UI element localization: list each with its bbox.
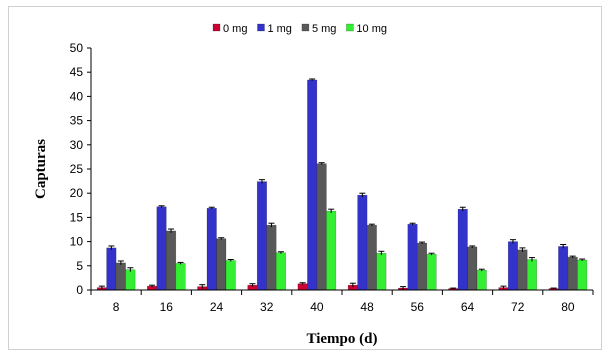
x-tick-label: 56 — [411, 300, 425, 314]
bars — [96, 78, 588, 291]
bar-10mg-48 — [376, 252, 387, 291]
bar-5mg-72 — [517, 249, 528, 291]
x-tick-label: 80 — [561, 300, 575, 314]
y-tick-label: 20 — [70, 186, 84, 200]
bar-10mg-8 — [125, 269, 136, 291]
chart-frame: 0 mg 1 mg 5 mg 10 mg 0 5 10 15 20 25 30 35 40 45 50 8… — [8, 6, 602, 350]
bar-10mg-40 — [326, 210, 337, 291]
y-axis-title: Capturas — [33, 139, 49, 199]
bar-1mg-72 — [507, 241, 518, 291]
legend-label: 0 mg — [223, 23, 247, 35]
x-tick-label: 24 — [210, 300, 224, 314]
bar-5mg-8 — [115, 262, 126, 291]
bar-10mg-72 — [526, 259, 537, 291]
bar-1mg-56 — [407, 223, 418, 291]
bar-5mg-56 — [417, 242, 428, 291]
x-tick-label: 8 — [113, 300, 120, 314]
y-tick-label: 25 — [70, 162, 84, 176]
x-tick-label: 72 — [511, 300, 525, 314]
y-axis-ticks: 0 5 10 15 20 25 30 35 40 45 50 — [70, 41, 91, 297]
bar-chart: 0 mg 1 mg 5 mg 10 mg 0 5 10 15 20 25 30 35 40 45 50 8… — [33, 23, 594, 347]
legend-label: 5 mg — [312, 23, 336, 35]
bar-10mg-64 — [476, 269, 487, 291]
bar-5mg-48 — [366, 224, 377, 291]
y-tick-label: 0 — [76, 283, 83, 297]
x-axis-title: Tiempo (d) — [307, 331, 378, 347]
bar-10mg-24 — [225, 260, 236, 291]
legend-label: 1 mg — [267, 23, 291, 35]
bar-10mg-80 — [577, 259, 588, 291]
bar-5mg-80 — [567, 256, 578, 291]
y-tick-label: 45 — [70, 65, 84, 79]
x-tick-label: 48 — [360, 300, 374, 314]
bar-1mg-64 — [457, 208, 468, 291]
y-tick-label: 40 — [70, 89, 84, 103]
bar-10mg-56 — [426, 253, 437, 291]
bar-10mg-16 — [175, 263, 186, 291]
bar-1mg-16 — [156, 206, 167, 291]
bar-1mg-80 — [558, 246, 569, 291]
legend-label: 10 mg — [356, 23, 387, 35]
bar-5mg-64 — [467, 246, 478, 291]
y-tick-label: 15 — [70, 210, 84, 224]
x-tick-label: 40 — [310, 300, 324, 314]
y-tick-label: 50 — [70, 41, 84, 55]
y-tick-label: 10 — [70, 235, 84, 249]
bar-1mg-40 — [307, 79, 318, 291]
x-tick-label: 16 — [160, 300, 174, 314]
legend-swatch — [212, 23, 221, 32]
y-tick-label: 30 — [70, 138, 84, 152]
x-axis-ticks: 8 16 24 32 40 48 56 64 72 80 — [90, 290, 594, 314]
legend-swatch — [346, 23, 354, 32]
bar-5mg-40 — [316, 163, 327, 291]
y-tick-label: 5 — [76, 259, 83, 273]
bar-5mg-24 — [216, 238, 227, 291]
bar-5mg-32 — [266, 224, 277, 291]
x-tick-label: 64 — [461, 300, 475, 314]
bar-10mg-32 — [275, 252, 286, 291]
bar-1mg-24 — [206, 207, 217, 291]
legend-swatch — [257, 23, 265, 32]
y-tick-label: 35 — [70, 114, 84, 128]
bar-1mg-48 — [357, 194, 368, 291]
bar-5mg-16 — [166, 230, 177, 291]
bar-1mg-32 — [256, 181, 267, 291]
legend-swatch — [301, 23, 310, 32]
x-tick-label: 32 — [260, 300, 274, 314]
legend: 0 mg 1 mg 5 mg 10 mg — [212, 23, 387, 35]
bar-1mg-8 — [106, 247, 117, 291]
